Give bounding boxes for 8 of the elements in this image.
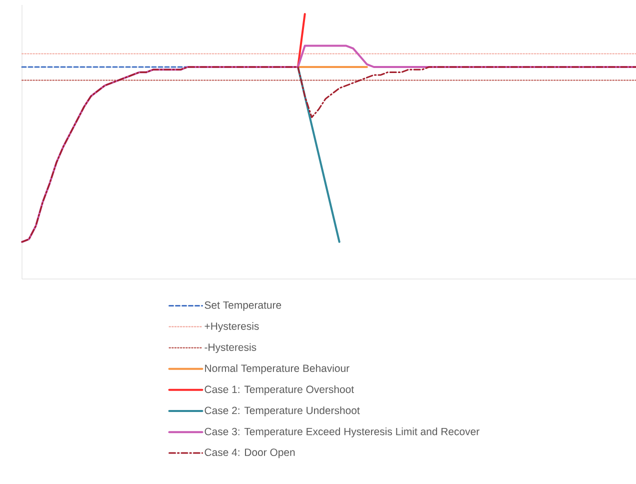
legend-label: Case 2: Temperature Undershoot [204, 406, 360, 416]
legend-label: Normal Temperature Behaviour [205, 364, 350, 374]
legend-label: Set Temperature [204, 301, 282, 311]
legend-label: Case 1: Temperature Overshoot [204, 385, 354, 396]
legend-label: -Hysteresis [204, 343, 256, 353]
legend-label: Case 4: Door Open [204, 448, 295, 458]
legend-label: Case 3: Temperature Exceed Hysteresis Limit and Recover [204, 428, 480, 438]
legend-label: +Hysteresis [204, 322, 259, 332]
